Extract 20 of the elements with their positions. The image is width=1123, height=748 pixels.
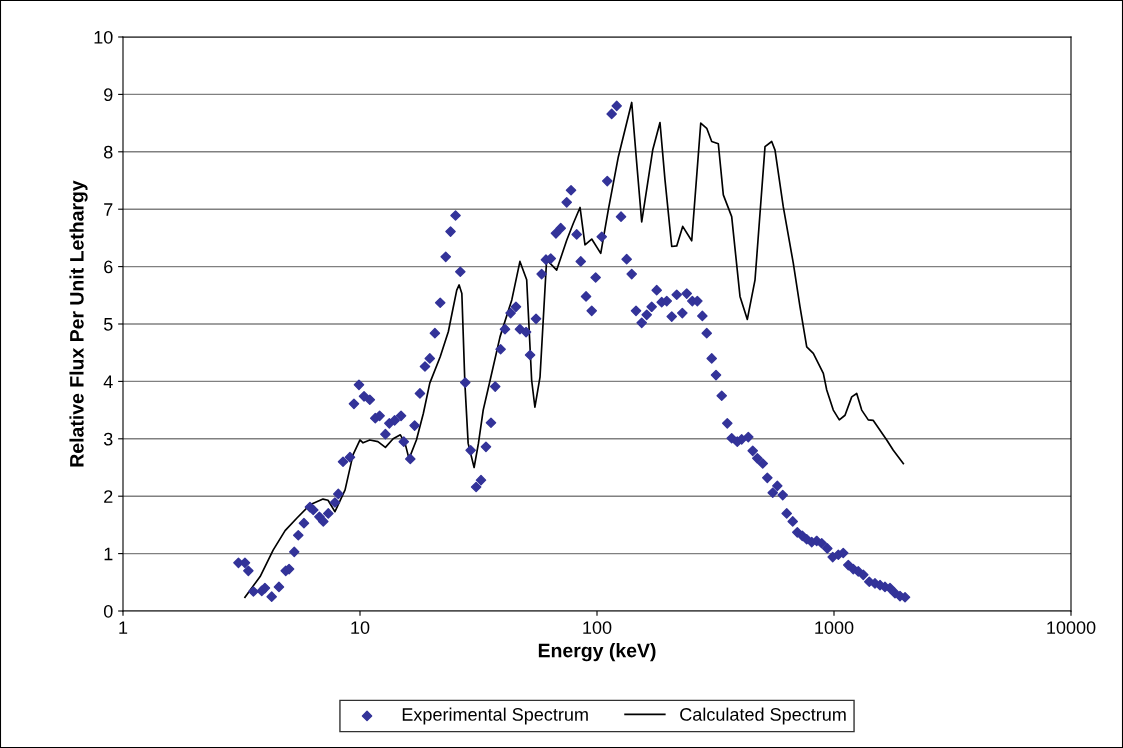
y-tick-label: 6 <box>104 260 113 274</box>
x-tick-label: 1000 <box>815 621 854 634</box>
y-tick-label: 2 <box>104 490 113 503</box>
y-tick-label: 5 <box>103 318 113 331</box>
x-tick-label: 100 <box>583 621 612 634</box>
legend-label: Experimental Spectrum <box>402 707 588 725</box>
legend-label: Calculated Spectrum <box>680 707 846 725</box>
y-tick-label: 4 <box>103 375 113 388</box>
y-tick-label: 9 <box>104 88 113 102</box>
x-tick-label: 10000 <box>1047 621 1096 634</box>
y-tick-label: 8 <box>104 145 113 159</box>
x-tick-label: 10 <box>351 621 370 634</box>
y-tick-label: 3 <box>103 432 113 446</box>
y-tick-label: 10 <box>94 30 113 44</box>
y-axis-title: Relative Flux Per Unit Lethargy <box>69 180 88 467</box>
y-tick-label: 0 <box>103 604 113 618</box>
y-tick-label: 1 <box>104 547 113 561</box>
y-tick-label: 7 <box>104 203 113 216</box>
x-tick-label: 1 <box>119 621 128 634</box>
x-axis-title: Energy (keV) <box>538 643 656 662</box>
